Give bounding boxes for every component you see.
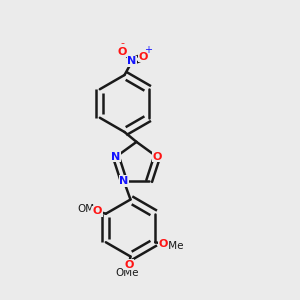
Text: O: O xyxy=(93,206,102,216)
Text: N: N xyxy=(111,152,121,162)
Text: +: + xyxy=(144,45,152,55)
Text: OMe: OMe xyxy=(160,241,183,250)
Text: O: O xyxy=(124,260,134,270)
Text: N: N xyxy=(128,56,136,67)
Text: O: O xyxy=(139,52,148,62)
Text: O: O xyxy=(118,47,127,57)
Text: OMe: OMe xyxy=(78,204,101,214)
Text: O: O xyxy=(152,152,162,162)
Text: N: N xyxy=(119,176,128,186)
Text: OMe: OMe xyxy=(116,268,139,278)
Text: O: O xyxy=(159,239,168,249)
Text: -: - xyxy=(120,38,124,49)
